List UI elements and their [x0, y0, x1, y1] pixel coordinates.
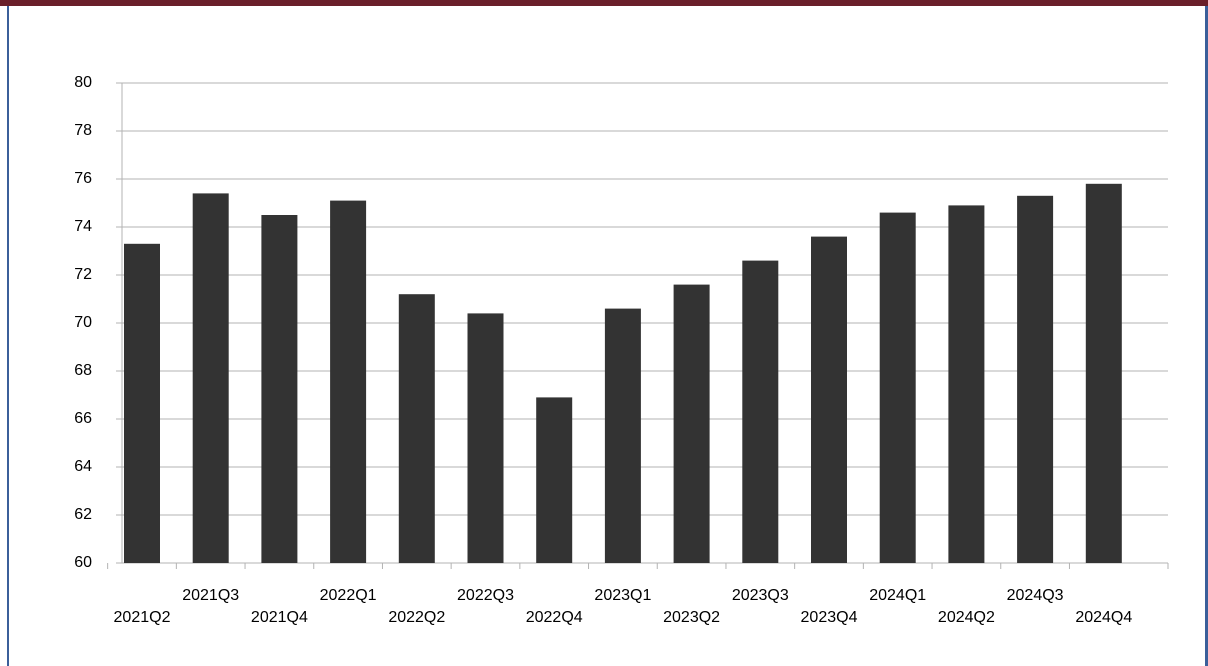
x-tick-label: 2023Q1: [594, 587, 651, 604]
x-tick-label: 2022Q4: [526, 609, 583, 626]
y-tick-label: 72: [74, 266, 92, 283]
x-tick-label: 2021Q3: [182, 587, 239, 604]
x-tick-label: 2024Q1: [869, 587, 926, 604]
bar: [124, 243, 160, 564]
bar: [467, 313, 504, 563]
y-tick-label: 74: [74, 218, 92, 235]
bar: [742, 260, 779, 563]
bar: [811, 236, 847, 563]
bar: [536, 397, 573, 563]
x-tick-label: 2024Q2: [938, 609, 995, 626]
y-tick-label: 76: [74, 170, 92, 187]
window-top-bar: [0, 0, 1208, 6]
bar: [1017, 195, 1054, 564]
bar: [1085, 183, 1122, 564]
bar: [330, 200, 367, 563]
x-tick-label: 2021Q2: [114, 609, 171, 626]
bar: [604, 308, 641, 563]
bar: [261, 215, 298, 563]
y-tick-label: 68: [74, 362, 92, 379]
window-right-border: [1205, 6, 1208, 666]
x-tick-label: 2023Q3: [732, 587, 789, 604]
x-tick-label: 2022Q1: [320, 587, 377, 604]
bar: [879, 212, 916, 563]
bar: [192, 193, 229, 563]
x-tick-label: 2022Q2: [388, 609, 445, 626]
y-tick-label: 62: [74, 506, 92, 523]
bar: [673, 284, 710, 563]
x-tick-label: 2024Q4: [1075, 609, 1132, 626]
x-tick-label: 2024Q3: [1007, 587, 1064, 604]
y-tick-label: 64: [74, 458, 92, 475]
y-tick-label: 70: [74, 314, 92, 331]
y-tick-label: 60: [74, 554, 92, 571]
y-tick-label: 78: [74, 122, 92, 139]
x-tick-label: 2021Q4: [251, 609, 308, 626]
bar: [398, 294, 435, 563]
bar: [948, 205, 985, 563]
window-left-border: [7, 6, 9, 666]
x-tick-label: 2023Q2: [663, 609, 720, 626]
y-tick-label: 80: [74, 74, 92, 91]
x-tick-label: 2023Q4: [801, 609, 858, 626]
x-tick-label: 2022Q3: [457, 587, 514, 604]
y-tick-label: 66: [74, 410, 92, 427]
